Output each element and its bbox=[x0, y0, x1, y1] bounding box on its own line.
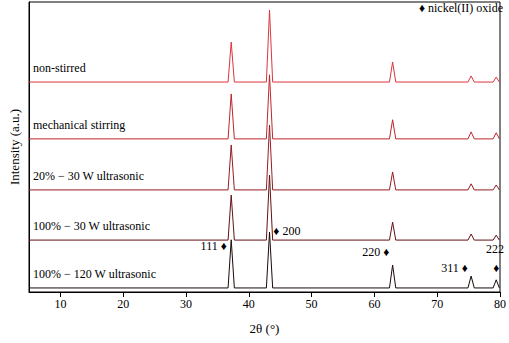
svg-text:20% − 30 W ultrasonic: 20% − 30 W ultrasonic bbox=[33, 169, 144, 183]
svg-text:70: 70 bbox=[431, 297, 443, 311]
svg-text:40: 40 bbox=[243, 297, 255, 311]
svg-text:222: 222 bbox=[486, 242, 504, 256]
svg-text:♦ 200: ♦ 200 bbox=[273, 224, 300, 238]
svg-text:80: 80 bbox=[494, 297, 506, 311]
svg-text:non-stirred: non-stirred bbox=[33, 61, 86, 75]
svg-text:311 ♦: 311 ♦ bbox=[441, 261, 468, 275]
svg-text:111 ♦: 111 ♦ bbox=[201, 239, 227, 253]
svg-text:50: 50 bbox=[306, 297, 318, 311]
svg-text:30: 30 bbox=[180, 297, 192, 311]
svg-text:100% − 30 W ultrasonic: 100% − 30 W ultrasonic bbox=[33, 219, 150, 233]
svg-text:mechanical stirring: mechanical stirring bbox=[33, 118, 125, 132]
svg-text:Intensity (a.u.): Intensity (a.u.) bbox=[7, 109, 22, 185]
svg-text:100% − 120 W ultrasonic: 100% − 120 W ultrasonic bbox=[33, 267, 156, 281]
svg-text:10: 10 bbox=[54, 297, 66, 311]
svg-text:2θ (°): 2θ (°) bbox=[250, 321, 280, 336]
svg-text:♦ nickel(II) oxide: ♦ nickel(II) oxide bbox=[419, 1, 503, 15]
svg-text:60: 60 bbox=[368, 297, 380, 311]
svg-text:220 ♦: 220 ♦ bbox=[362, 245, 389, 259]
svg-text:♦: ♦ bbox=[493, 261, 499, 275]
svg-text:20: 20 bbox=[117, 297, 129, 311]
